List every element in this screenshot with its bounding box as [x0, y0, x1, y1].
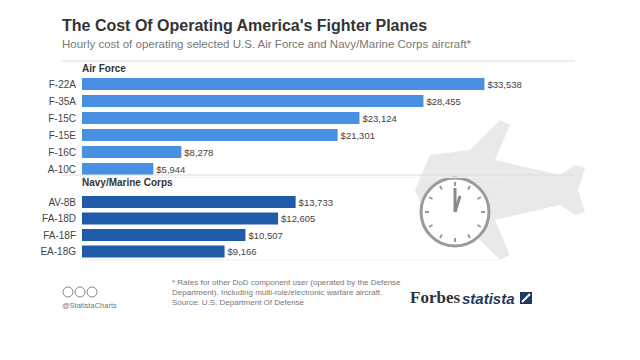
- value-axis: [82, 259, 502, 260]
- separator: [62, 61, 575, 62]
- bar: [82, 213, 278, 225]
- bar: [82, 146, 181, 158]
- statista-icon: [520, 292, 532, 304]
- clock-tick: [429, 197, 432, 199]
- separator: [62, 175, 575, 176]
- data-label: $10,507: [248, 230, 282, 241]
- data-label: $21,301: [341, 130, 375, 141]
- data-label: $23,124: [362, 113, 396, 124]
- category-label: EA-18G: [40, 246, 76, 257]
- cc-icon: [75, 287, 85, 297]
- clock-tick: [440, 235, 442, 238]
- brand-statista: statista: [462, 290, 515, 307]
- bar: [82, 112, 359, 124]
- statista-icon-mark: [522, 294, 530, 302]
- category-label: F-15C: [48, 113, 76, 124]
- bar: [82, 129, 338, 141]
- clock-tick: [481, 211, 485, 213]
- data-label: $33,538: [487, 79, 521, 90]
- bar: [82, 78, 484, 90]
- title: The Cost Of Operating America's Fighter …: [62, 17, 427, 35]
- data-label: $8,278: [184, 147, 213, 158]
- brand-forbes: Forbes: [410, 288, 460, 308]
- category-label: F-15E: [49, 130, 77, 141]
- plane-icon: [415, 120, 585, 260]
- clock-face: [421, 178, 489, 246]
- category-label: F-35A: [49, 96, 77, 107]
- section-title: Air Force: [82, 63, 126, 74]
- clock-tick: [478, 197, 481, 199]
- clock-tick: [468, 235, 470, 238]
- data-label: $12,605: [281, 213, 315, 224]
- cc-icon: [63, 287, 73, 297]
- cc-icon: [87, 287, 97, 297]
- category-label: FA-18D: [42, 213, 76, 224]
- subtitle: Hourly cost of operating selected U.S. A…: [62, 38, 471, 50]
- bar: [82, 163, 153, 175]
- clock-tick: [440, 186, 442, 189]
- category-label: F-22A: [49, 79, 77, 90]
- page: The Cost Of Operating America's Fighter …: [0, 0, 640, 360]
- clock-tick: [468, 186, 470, 189]
- clock-tick: [478, 225, 481, 227]
- data-label: $28,455: [426, 96, 460, 107]
- data-label: $9,166: [228, 246, 257, 257]
- clock-tick: [429, 225, 432, 227]
- clock-hand: [455, 196, 460, 212]
- clock-tick: [425, 211, 429, 213]
- bars: [82, 196, 296, 258]
- bar: [82, 229, 245, 241]
- bar: [82, 196, 296, 208]
- footnote: * Rates for other DoD component user (op…: [172, 278, 407, 298]
- category-label: A-10C: [48, 164, 76, 175]
- section-title: Navy/Marine Corps: [82, 177, 173, 188]
- bars: [82, 78, 484, 175]
- data-label: $5,944: [156, 164, 185, 175]
- category-label: FA-18F: [43, 230, 76, 241]
- clock-tick: [454, 238, 456, 242]
- source: Source: U.S. Department Of Defense: [172, 298, 304, 307]
- handle: @StatistaCharts: [62, 301, 117, 310]
- bar: [82, 246, 225, 258]
- category-label: F-16C: [48, 147, 76, 158]
- clock-tick: [454, 182, 456, 186]
- data-label: $13,733: [299, 197, 333, 208]
- category-label: AV-8B: [48, 197, 76, 208]
- bar: [82, 95, 423, 107]
